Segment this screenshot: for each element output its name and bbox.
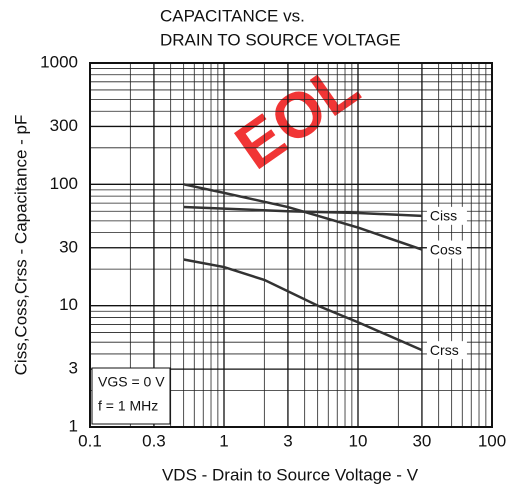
chart-title-line: CAPACITANCE vs. — [160, 6, 305, 25]
series-label-bg — [426, 206, 467, 225]
x-tick-label: 1 — [219, 431, 228, 450]
series-label-bg — [426, 240, 467, 259]
y-tick-label: 30 — [59, 237, 78, 256]
x-axis-label: VDS - Drain to Source Voltage - V — [162, 465, 419, 484]
x-tick-label: 0.3 — [142, 431, 166, 450]
y-tick-label: 1 — [69, 416, 78, 435]
chart-title-line: DRAIN TO SOURCE VOLTAGE — [160, 30, 401, 49]
x-tick-label: 30 — [412, 431, 431, 450]
y-tick-label: 10 — [59, 295, 78, 314]
series-line — [183, 205, 422, 218]
annotation: f = 1 MHz — [98, 398, 158, 414]
x-tick-label: 10 — [349, 431, 368, 450]
x-tick-label: 3 — [283, 431, 292, 450]
x-tick-label: 100 — [478, 431, 506, 450]
y-axis-label: Ciss,Coss,Crss - Capacitance - pF — [11, 115, 30, 376]
annotation-box — [91, 367, 171, 425]
y-tick-label: 1000 — [40, 52, 78, 71]
x-tick-label: 0.1 — [78, 431, 102, 450]
y-tick-label: 300 — [50, 116, 78, 135]
series-line — [183, 183, 423, 251]
series-label-bg — [426, 341, 467, 360]
series-label: Ciss — [430, 208, 457, 224]
series-line — [183, 258, 423, 352]
plot-frame — [89, 62, 493, 428]
series-label: Coss — [430, 241, 462, 257]
y-tick-label: 100 — [50, 174, 78, 193]
annotation: VGS = 0 V — [98, 374, 165, 390]
series-label: Crss — [430, 342, 459, 358]
y-tick-label: 3 — [69, 359, 78, 378]
